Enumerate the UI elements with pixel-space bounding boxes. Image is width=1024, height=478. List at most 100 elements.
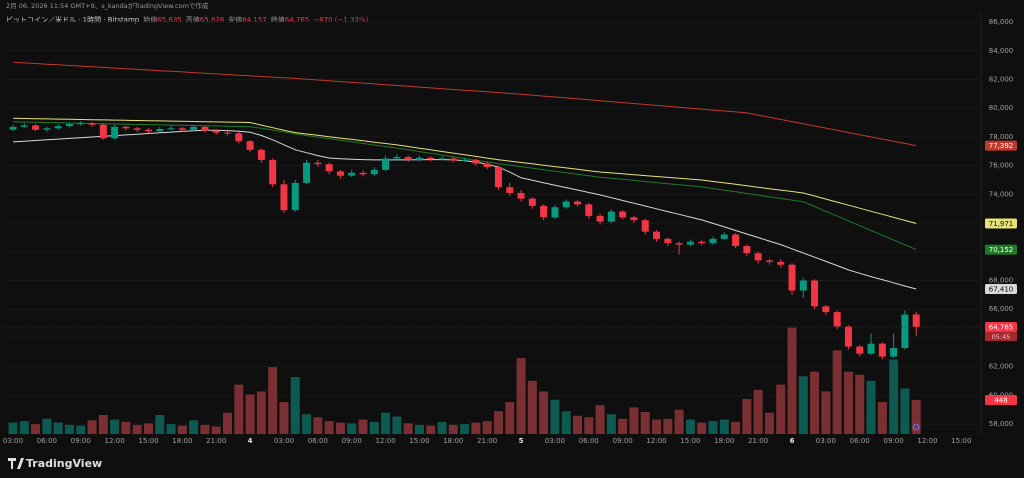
candle-body (303, 162, 311, 183)
candle-body (99, 124, 107, 139)
candle-body (235, 133, 243, 142)
symbol: ビットコイン／米ドル · 1時間 · Bitstamp (6, 15, 140, 24)
x-tick-label: 09:00 (884, 437, 904, 445)
volume-bar (606, 414, 616, 434)
y-tick-label: 86,000 (989, 18, 1014, 26)
candle-body (336, 171, 344, 176)
candle-body (494, 167, 502, 188)
y-tick-label: 62,000 (989, 363, 1014, 371)
volume-bar (302, 414, 312, 434)
candle-body (878, 343, 886, 357)
volume-bar (889, 359, 899, 434)
candle-body (551, 207, 559, 218)
last-price-badge: 64,765 (985, 321, 1017, 332)
volume-bar (76, 425, 86, 434)
candle-body (54, 126, 62, 129)
volume-bar (335, 422, 345, 434)
candle-body (901, 314, 909, 348)
volume-bar (460, 424, 470, 434)
volume-bar (719, 419, 729, 434)
x-tick-label: 12:00 (917, 437, 937, 445)
change: −870 (−1.33%) (313, 16, 368, 24)
volume-bar (832, 350, 842, 434)
volume-bar (189, 420, 199, 434)
high-label: 高値 (186, 15, 200, 24)
volume-bar (279, 402, 289, 434)
candle-body (393, 157, 401, 159)
x-tick-label: 03:00 (274, 437, 294, 445)
volume-bar (527, 380, 537, 434)
candle-body (212, 130, 220, 133)
moving-average (12, 117, 917, 224)
candle-body (528, 198, 536, 206)
volume-bar (223, 412, 233, 434)
candle-body (133, 128, 141, 130)
x-tick-label: 15:00 (409, 437, 429, 445)
ma-price-badge: 70,152 (985, 244, 1017, 255)
candle-body (709, 238, 717, 244)
x-tick-label: 03:00 (545, 437, 565, 445)
volume-bar (539, 391, 549, 434)
x-tick-label: 18:00 (443, 437, 463, 445)
volume-bar (369, 421, 379, 434)
volume-bar (561, 411, 571, 434)
x-tick-label: 03:00 (816, 437, 836, 445)
brand: TradingView (26, 457, 102, 470)
candle-body (144, 129, 152, 132)
candle-body (517, 192, 525, 199)
volume-bar (98, 415, 108, 434)
candles (9, 121, 920, 360)
volume-bar (8, 422, 18, 434)
x-tick-label: 09:00 (613, 437, 633, 445)
candle-body (698, 241, 706, 244)
volume-bar (877, 402, 887, 434)
candle-body (686, 241, 694, 245)
ma-price-badge: 71,971 (985, 218, 1017, 229)
volume-bar (19, 421, 29, 434)
x-tick-label: 12:00 (646, 437, 666, 445)
volume-bar (64, 424, 74, 434)
candle-body (743, 246, 751, 254)
volume-bar (234, 384, 244, 434)
low-value: 64,157 (242, 16, 267, 24)
volume-bar (482, 421, 492, 434)
volume-bar (787, 327, 797, 434)
candle-body (619, 211, 627, 218)
candle-body (585, 204, 593, 216)
ma-price-badge: 77,392 (985, 140, 1017, 151)
candle-body (822, 306, 830, 313)
candle-body (427, 157, 435, 160)
x-tick-label: 5 (519, 437, 524, 445)
ma-price-badge-box (985, 218, 1017, 229)
volume-bar (132, 424, 142, 434)
volume-bar (900, 388, 910, 434)
candle-body (653, 231, 661, 239)
candle-body (720, 234, 728, 239)
candle-body (912, 314, 920, 327)
candle-body (765, 260, 773, 262)
x-tick-label: 21:00 (748, 437, 768, 445)
x-tick-label: 4 (248, 437, 253, 445)
candle-body (844, 326, 852, 347)
candle-body (483, 163, 491, 168)
candle-body (562, 201, 570, 208)
candle-body (540, 205, 548, 218)
volume-bar (493, 411, 503, 434)
candle-body (370, 169, 378, 175)
volume-bar (143, 423, 153, 434)
candle-body (20, 125, 28, 127)
x-tick-label: 09:00 (342, 437, 362, 445)
candle-body (178, 128, 186, 130)
volume-bar (573, 415, 582, 434)
volume-bar (516, 358, 526, 434)
candle-body (325, 164, 333, 172)
x-tick-label: 12:00 (105, 437, 125, 445)
volume-bar (358, 419, 368, 434)
candle-body (122, 126, 130, 129)
y-tick-label: 84,000 (989, 47, 1014, 55)
volume-bar (663, 418, 673, 434)
low-label: 安値 (228, 15, 242, 24)
candle-body (348, 172, 356, 176)
volume-bar (200, 424, 210, 434)
candle-body (472, 159, 480, 164)
